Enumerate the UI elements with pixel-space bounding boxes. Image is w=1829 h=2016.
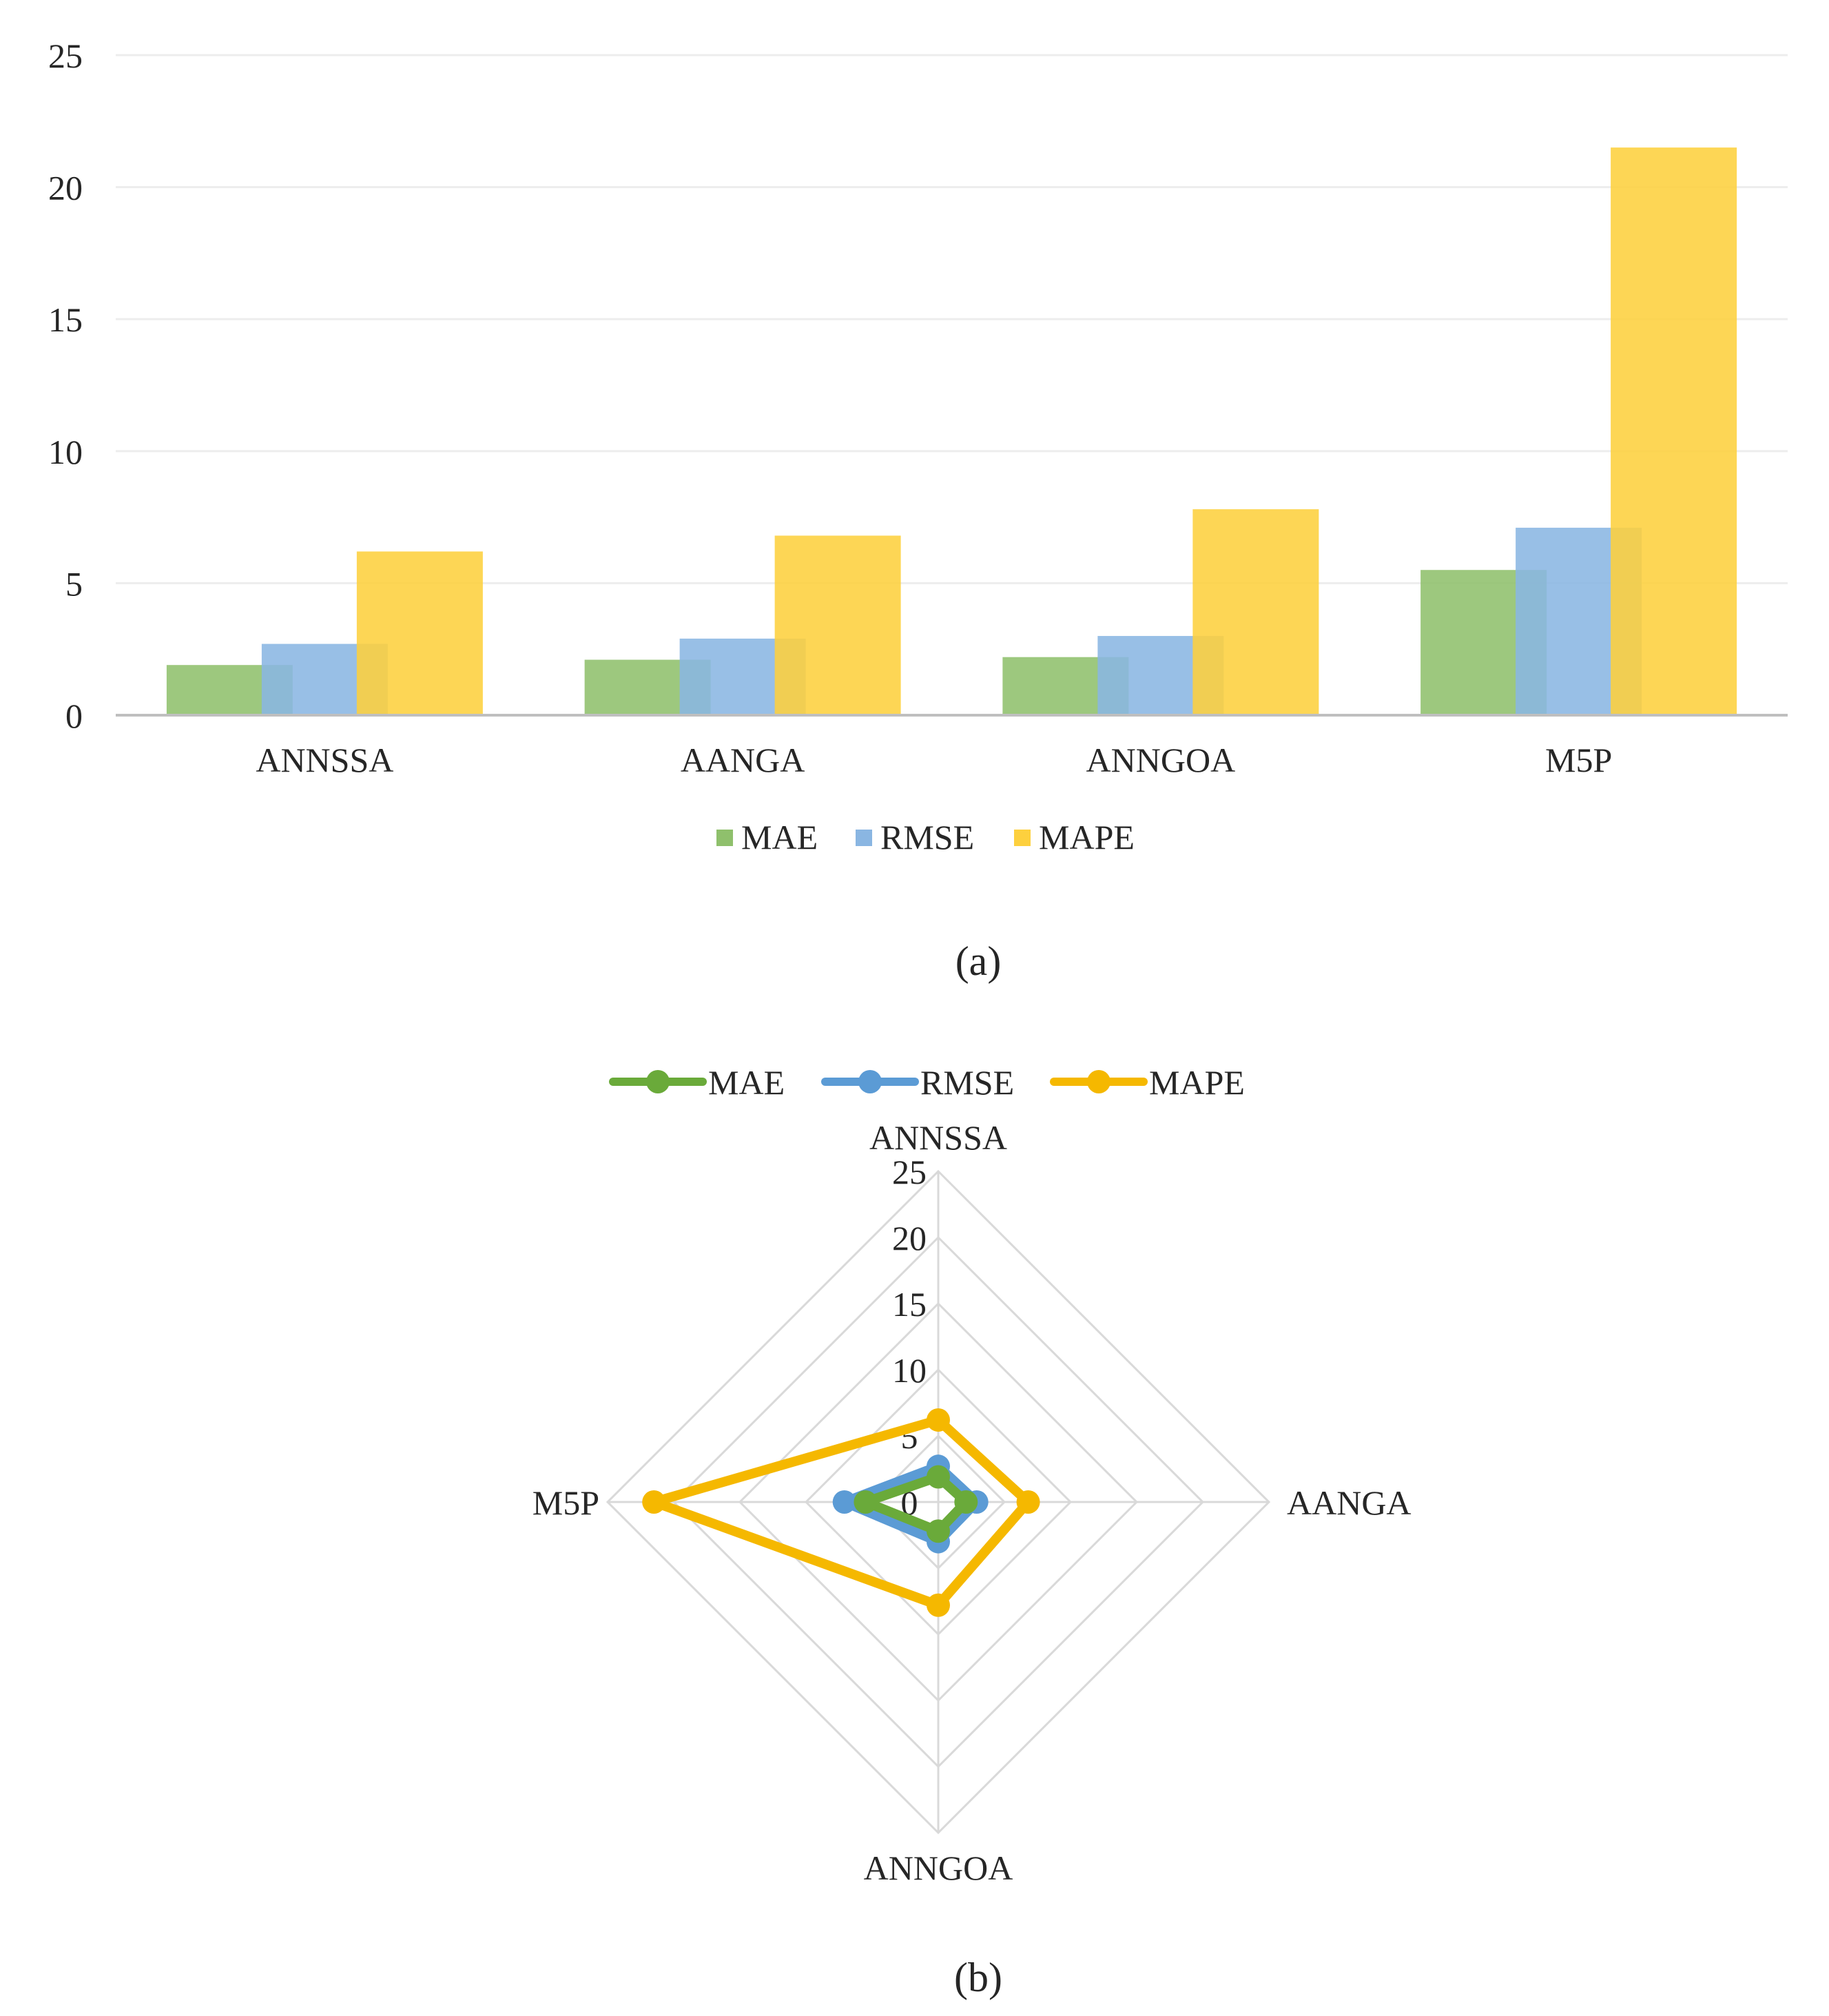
radar-tick-label: 10 — [892, 1351, 927, 1390]
radar-axis-label: M5P — [533, 1483, 599, 1522]
legend: MAE RMSE MAPE — [609, 1063, 1245, 1102]
caption-b: (b) — [954, 1955, 1002, 2000]
bar-mape-annssa — [356, 551, 483, 715]
legend-marker-mape — [1087, 1070, 1110, 1093]
legend-label-mae: MAE — [741, 818, 818, 856]
radar-point-rmse — [832, 1490, 856, 1514]
legend-swatch-mape — [1014, 830, 1031, 846]
radar-point-mape — [927, 1408, 950, 1432]
x-tick-label: ANNGOA — [1086, 741, 1236, 779]
radar-point-mae — [927, 1465, 950, 1489]
legend-label-rmse: RMSE — [880, 818, 974, 856]
bar-mape-anngoa — [1192, 509, 1319, 715]
bar-chart: 0 5 10 15 20 25 ANNSSA AANGA ANNGOA M5P MAE RMSE MAP… — [48, 37, 1788, 856]
x-tick-label: M5P — [1545, 741, 1612, 779]
x-tick-label: AANGA — [681, 741, 805, 779]
radar-point-mae — [854, 1490, 878, 1514]
y-tick-label: 5 — [65, 564, 83, 603]
radar-point-mae — [927, 1519, 950, 1543]
y-tick-label: 20 — [48, 169, 83, 207]
caption-a: (a) — [955, 938, 1002, 984]
radar-axis-label: ANNSSA — [869, 1118, 1007, 1157]
radar-point-mape — [1016, 1490, 1040, 1514]
legend-marker-rmse — [858, 1070, 882, 1093]
y-tick-label: 10 — [48, 433, 83, 471]
legend-marker-mae — [646, 1070, 670, 1093]
legend-label-rmse: RMSE — [920, 1063, 1014, 1102]
y-tick-label: 25 — [48, 37, 83, 75]
bar-mape-aanga — [774, 535, 901, 715]
radar-axis-label: AANGA — [1287, 1483, 1412, 1522]
radar-axis-label: ANNGOA — [864, 1849, 1013, 1887]
legend-label-mae: MAE — [708, 1063, 785, 1102]
y-tick-label: 0 — [65, 697, 83, 735]
legend-swatch-rmse — [856, 830, 872, 846]
legend: MAE RMSE MAPE — [716, 818, 1135, 856]
radar-point-mape — [642, 1490, 666, 1514]
legend-label-mape: MAPE — [1149, 1063, 1245, 1102]
x-tick-label: ANNSSA — [256, 741, 393, 779]
y-tick-label: 15 — [48, 300, 83, 339]
legend-swatch-mae — [716, 830, 733, 846]
radar-tick-label: 15 — [892, 1285, 927, 1324]
radar-tick-label: 25 — [892, 1153, 927, 1191]
radar-point-mae — [954, 1490, 978, 1514]
legend-label-mape: MAPE — [1039, 818, 1135, 856]
bar-mape-m5p — [1611, 147, 1737, 715]
radar-tick-label: 20 — [892, 1219, 927, 1257]
radar-point-mape — [927, 1593, 950, 1617]
